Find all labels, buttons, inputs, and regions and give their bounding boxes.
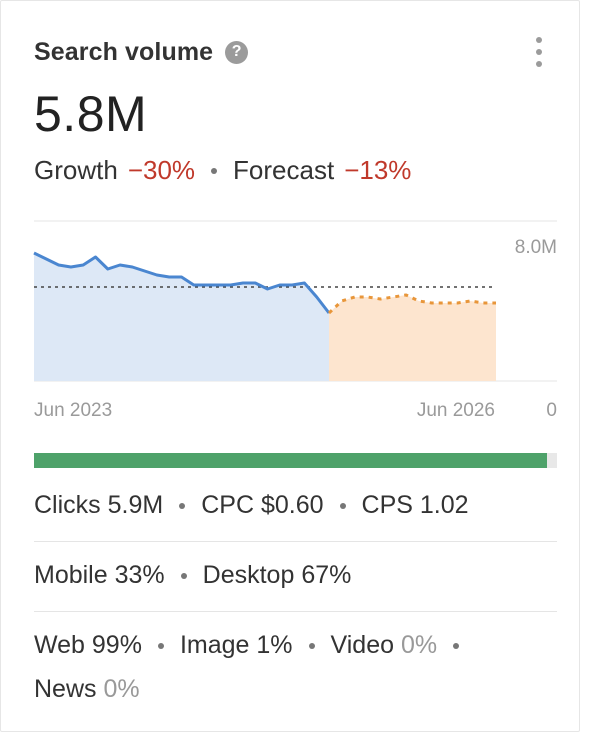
mobile-value: 33%	[114, 561, 165, 589]
x-end-label: Jun 2026	[417, 400, 495, 421]
news-value: 0%	[103, 675, 140, 703]
separator-dot	[308, 642, 315, 649]
news-label: News	[34, 675, 97, 703]
traffic-share-bar	[34, 453, 557, 468]
video-value: 0%	[400, 631, 438, 659]
forecast-line	[327, 293, 496, 315]
forecast-value: −13%	[344, 155, 412, 185]
cps-label: CPS	[361, 491, 413, 519]
cps-value: 1.02	[419, 491, 469, 519]
growth-label: Growth	[34, 155, 118, 185]
x-start-label: Jun 2023	[34, 400, 112, 421]
traffic-share-bar-fill	[34, 453, 547, 468]
help-glyph: ?	[231, 43, 242, 60]
history-area	[34, 253, 329, 381]
cpc-label: CPC	[201, 491, 255, 519]
desktop-value: 67%	[301, 561, 352, 589]
forecast-area	[329, 295, 496, 381]
question-mark-icon[interactable]: ?	[225, 40, 249, 64]
growth-value: −30%	[127, 155, 196, 185]
separator-dot	[180, 572, 187, 579]
forecast-label: Forecast	[233, 155, 335, 185]
menu-dot	[536, 49, 542, 55]
search-volume-card: Search volume ? 5.8M Growth −30% Forecas…	[0, 0, 580, 732]
news-row: News 0%	[34, 675, 140, 704]
device-row: Mobile 33% Desktop 67%	[34, 561, 351, 590]
card-header: Search volume ?	[34, 35, 249, 69]
clicks-cpc-row: Clicks 5.9M CPC $0.60 CPS 1.02	[34, 491, 469, 520]
web-label: Web	[34, 631, 85, 659]
separator-dot	[157, 642, 164, 649]
video-label: Video	[330, 631, 395, 659]
card-title: Search volume	[34, 37, 214, 66]
separator-dot	[179, 502, 186, 509]
kebab-menu-icon[interactable]	[531, 37, 547, 67]
cpc-value: $0.60	[260, 491, 324, 519]
y-max-label: 8.0M	[515, 237, 557, 258]
mobile-label: Mobile	[34, 561, 108, 589]
separator-dot	[211, 167, 218, 174]
desktop-label: Desktop	[202, 561, 295, 589]
growth-forecast-row: Growth −30% Forecast −13%	[34, 155, 411, 186]
separator-dot	[339, 502, 346, 509]
image-value: 1%	[256, 631, 293, 659]
serp-type-row: Web 99% Image 1% Video 0%	[34, 631, 475, 660]
search-volume-chart[interactable]: 8.0M Jun 2023 Jun 2026 0	[1, 211, 590, 431]
divider	[34, 541, 557, 542]
image-label: Image	[179, 631, 250, 659]
clicks-value: 5.9M	[107, 491, 164, 519]
history-line	[33, 251, 331, 314]
search-volume-value: 5.8M	[34, 86, 148, 142]
menu-dot	[536, 37, 542, 43]
menu-dot	[536, 61, 542, 67]
web-value: 99%	[91, 631, 142, 659]
y-min-label: 0	[546, 400, 557, 421]
clicks-label: Clicks	[34, 491, 101, 519]
separator-dot	[453, 642, 460, 649]
divider	[34, 611, 557, 612]
